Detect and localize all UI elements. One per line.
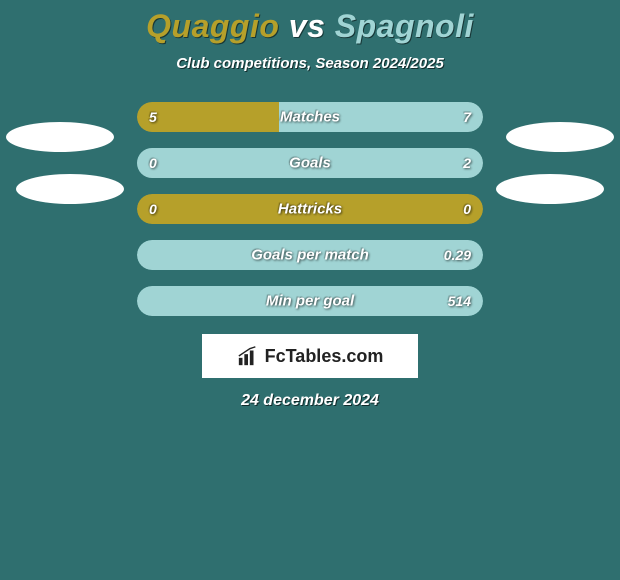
stat-label: Goals per match (251, 247, 369, 264)
logo: FcTables.com (202, 334, 418, 378)
player2-name: Spagnoli (335, 8, 474, 44)
stat-row: 0.29 Goals per match (137, 240, 483, 270)
player1-name: Quaggio (146, 8, 279, 44)
page-title: Quaggio vs Spagnoli (0, 8, 620, 45)
stat-value-right: 7 (463, 109, 471, 125)
stat-value-right: 2 (463, 155, 471, 171)
comparison-widget: Quaggio vs Spagnoli Club competitions, S… (0, 0, 620, 580)
stat-value-left: 5 (149, 109, 157, 125)
logo-text: FcTables.com (265, 346, 384, 367)
stat-value-right: 0 (463, 201, 471, 217)
decorative-ellipse (6, 122, 114, 152)
stat-label: Goals (289, 155, 331, 172)
bar-chart-icon (237, 345, 259, 367)
stat-row: 514 Min per goal (137, 286, 483, 316)
stat-row: 5 7 Matches (137, 102, 483, 132)
stat-label: Matches (280, 109, 340, 126)
stat-value-left: 0 (149, 155, 157, 171)
decorative-ellipse (506, 122, 614, 152)
stat-value-right: 514 (448, 293, 471, 309)
stat-row: 0 2 Goals (137, 148, 483, 178)
stat-bar-left (137, 102, 279, 132)
vs-text: vs (289, 8, 326, 44)
stat-value-right: 0.29 (444, 247, 471, 263)
date-text: 24 december 2024 (0, 392, 620, 410)
stat-label: Min per goal (266, 293, 354, 310)
decorative-ellipse (16, 174, 124, 204)
stat-row: 0 0 Hattricks (137, 194, 483, 224)
stat-value-left: 0 (149, 201, 157, 217)
subtitle: Club competitions, Season 2024/2025 (0, 55, 620, 72)
decorative-ellipse (496, 174, 604, 204)
stat-label: Hattricks (278, 201, 342, 218)
